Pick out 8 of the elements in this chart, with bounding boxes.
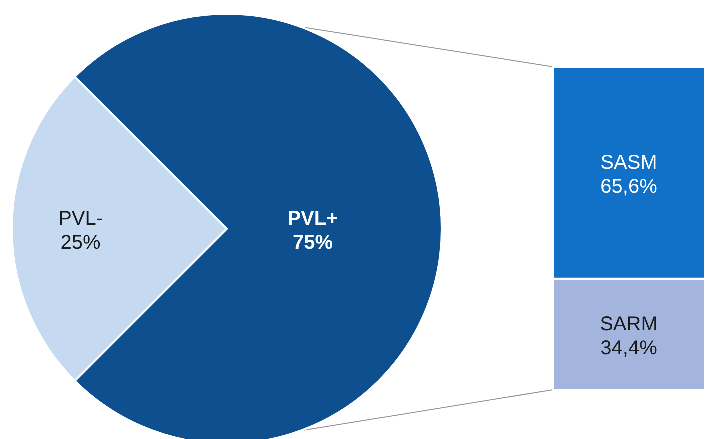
series-label: SASM [600,152,658,174]
data-label: 34,4% [600,337,658,360]
slice-label: PVL+ [288,208,338,230]
series-label: SARM [600,313,658,336]
data-label: 25% [60,232,102,254]
slice-label: PVL- [58,208,104,230]
data-label: 65,6% [600,176,658,198]
data-label: 75% [292,232,334,254]
